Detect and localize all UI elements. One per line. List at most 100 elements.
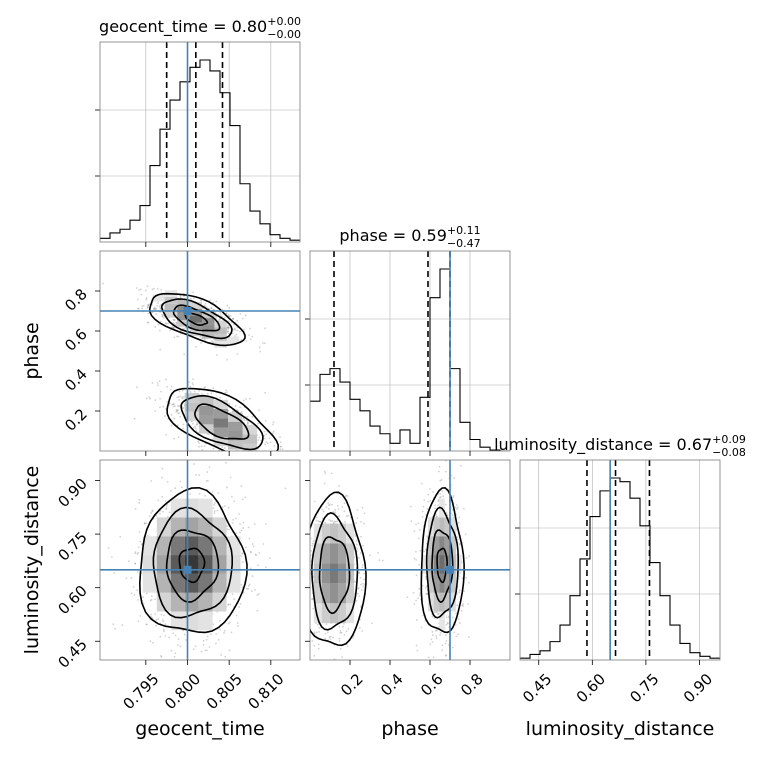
sample-point (150, 595, 153, 598)
sample-point (220, 654, 223, 656)
sample-point (204, 494, 207, 497)
sample-point (313, 500, 316, 503)
sample-point (444, 642, 447, 645)
sample-point (336, 492, 339, 495)
sample-point (138, 498, 141, 501)
sample-point (242, 591, 245, 594)
contour-line (318, 536, 351, 615)
sample-point (261, 342, 264, 344)
sample-point (427, 656, 430, 659)
sample-point (338, 640, 341, 642)
sample-point (176, 409, 179, 412)
sample-point (214, 642, 217, 645)
truth-marker (183, 565, 192, 574)
sample-point (235, 333, 238, 336)
sample-point (307, 559, 309, 561)
sample-point (165, 504, 168, 507)
sample-point (445, 654, 448, 657)
panel-frame (99, 41, 301, 243)
sample-point (219, 628, 221, 631)
sample-point (359, 552, 362, 554)
sample-point (173, 336, 176, 339)
sample-point (226, 326, 229, 329)
sample-point (363, 572, 366, 575)
sample-point (211, 490, 214, 493)
sample-point (429, 500, 432, 502)
sample-point (256, 452, 258, 454)
sample-point (445, 512, 448, 515)
contour-line (184, 311, 209, 327)
x-tick-label: 0.805 (203, 670, 246, 713)
sample-point (332, 511, 335, 513)
sample-point (212, 438, 214, 440)
sample-point (330, 472, 333, 475)
density-cell (226, 536, 241, 556)
sample-point (312, 675, 314, 677)
sample-point (150, 512, 153, 514)
sample-point (229, 603, 232, 606)
sample-point (279, 445, 282, 448)
sample-point (167, 322, 169, 325)
sample-point (453, 631, 456, 634)
sample-point (147, 304, 149, 307)
sample-point (137, 620, 140, 623)
sample-point (210, 307, 213, 310)
sample-point (195, 345, 197, 348)
sample-point (149, 599, 152, 602)
sample-point (192, 648, 195, 651)
density-cell (189, 322, 203, 330)
sample-point (361, 566, 364, 569)
sample-point (133, 594, 136, 596)
sample-point (163, 614, 165, 617)
sample-point (141, 307, 143, 310)
density-cell (226, 555, 241, 574)
sample-point (238, 513, 240, 515)
sample-point (343, 634, 346, 636)
sample-point (315, 631, 318, 634)
sample-point (319, 520, 321, 523)
sample-point (311, 544, 314, 547)
sample-point (412, 591, 415, 594)
sample-point (435, 515, 438, 518)
sample-point (313, 654, 316, 657)
sample-point (269, 557, 272, 560)
density-cell (346, 543, 355, 564)
sample-point (361, 564, 364, 566)
sample-point (438, 470, 440, 473)
sample-point (311, 598, 313, 601)
sample-point (319, 520, 322, 523)
sample-point (231, 593, 234, 595)
sample-point (446, 621, 449, 624)
sample-point (458, 591, 460, 594)
title-sub: −0.08 (712, 446, 746, 459)
sample-point (248, 334, 250, 336)
sample-point (215, 315, 217, 318)
density-cell (198, 536, 213, 556)
sample-point (324, 632, 327, 635)
sample-point (142, 596, 145, 599)
sample-point (229, 621, 231, 624)
sample-point (197, 422, 199, 425)
sample-point (454, 506, 457, 509)
sample-point (432, 656, 435, 659)
sample-point (114, 627, 116, 630)
contour-line (178, 547, 206, 584)
sample-point (239, 531, 241, 534)
density-cell (321, 523, 330, 544)
sample-point (265, 566, 267, 569)
sample-point (206, 649, 208, 652)
sample-point (165, 507, 168, 509)
sample-point (439, 661, 441, 663)
sample-point (307, 546, 309, 548)
sample-point (203, 387, 206, 389)
truth-marker (446, 565, 454, 574)
sample-point (159, 635, 162, 638)
sample-point (445, 624, 448, 626)
sample-point (203, 445, 206, 448)
y-tick-label: 0.4 (61, 365, 91, 395)
sample-point (145, 297, 148, 299)
marginal-title-geocent_time: geocent_time = 0.80+0.00 (99, 15, 301, 37)
sample-point (183, 295, 185, 298)
sample-point (152, 641, 154, 644)
sample-point (334, 511, 337, 514)
